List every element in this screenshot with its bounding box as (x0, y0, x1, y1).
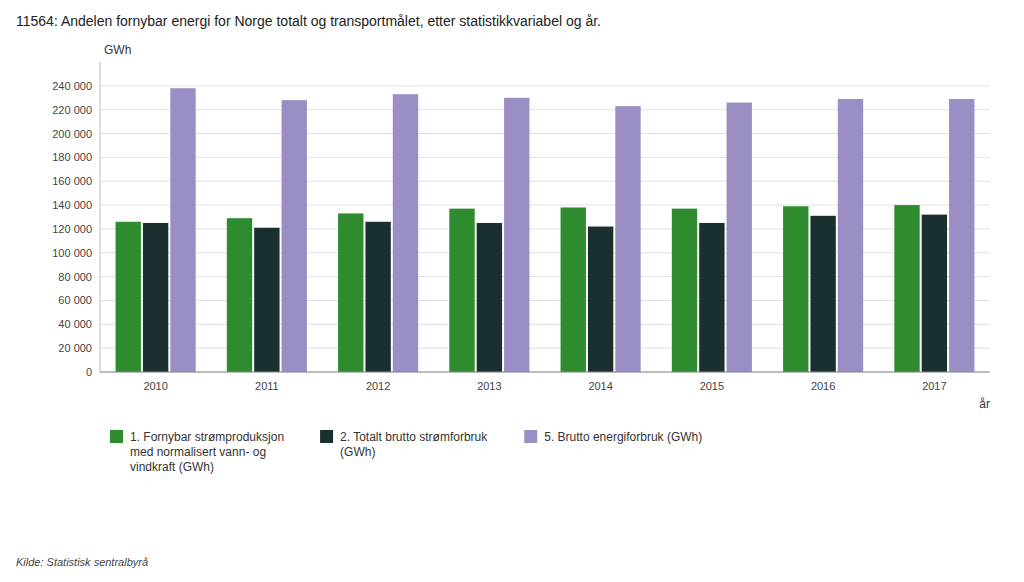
legend-swatch (524, 430, 537, 443)
y-tick-label: 220 000 (52, 104, 92, 116)
bar (504, 98, 529, 372)
y-tick-label: 80 000 (58, 271, 92, 283)
chart: 11564: Andelen fornybar energi for Norge… (0, 0, 1024, 582)
legend-swatch (110, 430, 123, 443)
bar (254, 228, 279, 372)
y-axis-label: GWh (104, 43, 131, 57)
grid-line (100, 372, 990, 373)
x-axis-label: år (979, 397, 990, 411)
y-tick-label: 20 000 (58, 342, 92, 354)
x-axis-line (100, 372, 990, 373)
title: 11564: Andelen fornybar energi for Norge… (16, 13, 601, 29)
x-tick-label: 2010 (143, 380, 167, 392)
legend-label: 5. Brutto energiforbruk (GWh) (544, 430, 702, 444)
bar (227, 218, 252, 372)
x-tick-label: 2011 (255, 380, 279, 392)
y-axis-line (100, 62, 101, 372)
bar (477, 223, 502, 372)
bar (810, 216, 835, 372)
bar (449, 209, 474, 372)
x-tick-label: 2012 (366, 380, 390, 392)
legend-swatch (320, 430, 333, 443)
y-tick-label: 60 000 (58, 294, 92, 306)
bar (672, 209, 697, 372)
bar (949, 99, 974, 372)
x-tick-label: 2017 (922, 380, 946, 392)
y-tick-label: 140 000 (52, 199, 92, 211)
bar (727, 103, 752, 372)
bars (116, 88, 975, 372)
bar (143, 223, 168, 372)
x-tick-label: 2015 (700, 380, 724, 392)
y-tick-label: 0 (86, 366, 92, 378)
legend: 1. Fornybar strømproduksjonmed normalise… (110, 430, 702, 474)
bar (838, 99, 863, 372)
y-tick-label: 120 000 (52, 223, 92, 235)
y-tick-label: 180 000 (52, 151, 92, 163)
bar (393, 94, 418, 372)
source-note: Kilde: Statistisk sentralbyrå (16, 556, 148, 568)
bar (922, 215, 947, 372)
bar (170, 88, 195, 372)
bar (365, 222, 390, 372)
bar (894, 205, 919, 372)
y-tick-label: 160 000 (52, 175, 92, 187)
bar (588, 227, 613, 372)
legend-label: 2. Totalt brutto strømforbruk(GWh) (340, 430, 488, 459)
y-tick-label: 240 000 (52, 80, 92, 92)
x-tick-label: 2016 (811, 380, 835, 392)
y-tick-label: 100 000 (52, 247, 92, 259)
bar (561, 207, 586, 372)
bar (338, 213, 363, 372)
grid (100, 86, 990, 372)
bar (783, 206, 808, 372)
x-tick-label: 2014 (588, 380, 612, 392)
grid-line (100, 85, 990, 86)
legend-label: 1. Fornybar strømproduksjonmed normalise… (130, 430, 284, 474)
bar (615, 106, 640, 372)
y-tick-label: 40 000 (58, 318, 92, 330)
bar (116, 222, 141, 372)
y-tick-label: 200 000 (52, 128, 92, 140)
bar (282, 100, 307, 372)
bar (699, 223, 724, 372)
x-tick-label: 2013 (477, 380, 501, 392)
